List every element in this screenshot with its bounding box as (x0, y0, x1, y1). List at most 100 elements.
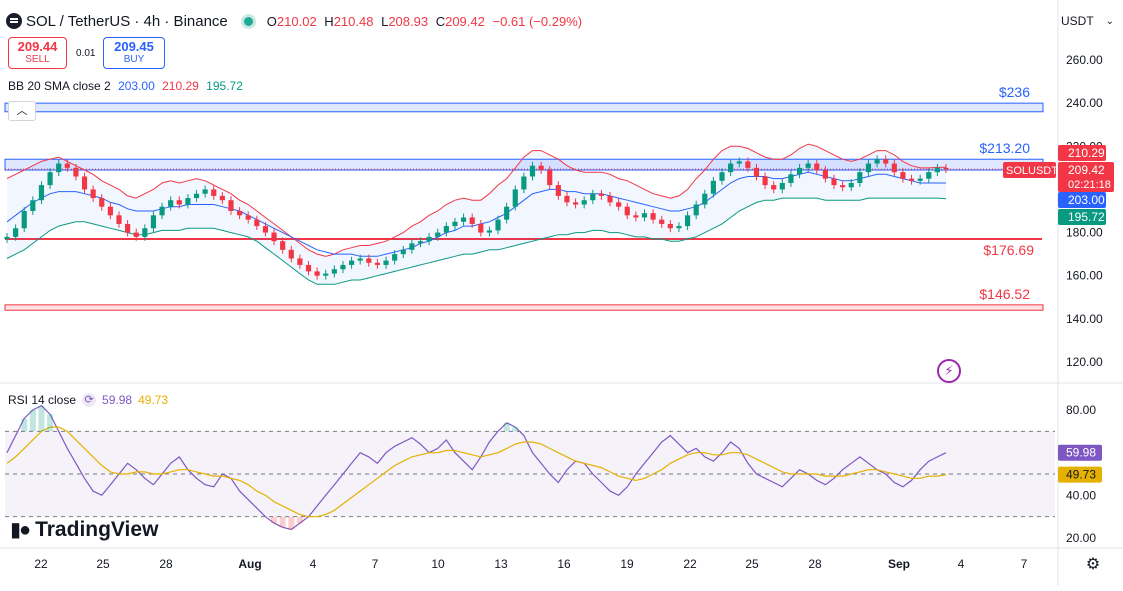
x-tick-label: 16 (557, 557, 571, 571)
sell-label: SELL (25, 54, 50, 65)
candle-body (159, 206, 165, 216)
candle-body (150, 215, 157, 229)
candle-body (641, 213, 648, 218)
candle-body (400, 249, 406, 255)
candle-body (814, 163, 820, 171)
candle-body (564, 195, 570, 203)
symbol-title[interactable]: SOL / TetherUS · 4h · Binance (26, 12, 228, 30)
candle-body (288, 249, 294, 259)
rsi-value: 59.98 (102, 393, 133, 407)
candle-body (753, 167, 760, 177)
candle-body (47, 172, 53, 186)
candle-body (883, 159, 889, 164)
rsi-legend[interactable]: RSI 14 close ⟳ 59.98 49.73 (8, 393, 168, 407)
x-tick-label: 25 (96, 557, 110, 571)
candle-body (435, 232, 441, 237)
candle-body (81, 176, 88, 190)
candle-body (547, 170, 553, 186)
rsi-legend-label: RSI 14 close (8, 393, 77, 407)
bb-basis-value: 203.00 (118, 79, 155, 93)
y-tick-label: 140.00 (1066, 312, 1103, 326)
candle-body (598, 193, 604, 196)
candle-body (822, 170, 828, 179)
bb-upper-line (6, 143, 947, 257)
candle-body (667, 223, 673, 229)
candle-body (176, 200, 182, 205)
candle-body (426, 236, 432, 242)
rsi-y-tick-label: 20.00 (1066, 531, 1096, 545)
candle-body (254, 219, 260, 227)
y-tick-label: 120.00 (1066, 355, 1103, 369)
x-tick-label: 7 (372, 557, 379, 571)
zone-label: $146.52 (979, 286, 1030, 302)
tradingview-logo[interactable]: ▮● TradingView (10, 517, 158, 542)
candle-body (417, 241, 424, 244)
candle-body (719, 172, 725, 181)
candle-body (857, 172, 863, 183)
bb-lower-line (6, 197, 947, 285)
candle-body (616, 202, 622, 207)
zone-label: $213.20 (979, 140, 1030, 156)
x-tick-label: 19 (620, 557, 634, 571)
y-tick-label: 160.00 (1066, 269, 1103, 283)
rsi-y-tick-label: 40.00 (1066, 488, 1096, 502)
candle-body (676, 226, 682, 229)
x-tick-label: 13 (494, 557, 508, 571)
buy-button[interactable]: 209.45 BUY (103, 37, 165, 69)
candle-body (478, 223, 484, 233)
zone-label: $236 (999, 84, 1030, 100)
candle-body (926, 172, 932, 179)
candle-body (521, 176, 527, 190)
rsi-ma-tag-bg (1058, 466, 1102, 483)
price-tag-bg (1058, 145, 1106, 161)
candle-body (633, 215, 639, 218)
candle-body (383, 260, 389, 265)
bb-legend[interactable]: BB 20 SMA close 2 203.00 210.29 195.72 (8, 79, 243, 93)
gear-icon[interactable]: ⚙ (1085, 556, 1101, 573)
x-tick-label: 4 (310, 557, 317, 571)
lightning-icon[interactable]: ⚡ (937, 359, 961, 383)
candle-body (607, 195, 613, 203)
candle-body (891, 163, 897, 173)
candle-body (271, 232, 277, 242)
candle-body (848, 182, 854, 188)
candle-body (142, 228, 148, 237)
candle-body (228, 200, 234, 211)
price-tag: 203.00 (1068, 193, 1105, 207)
x-tick-label: 22 (34, 557, 48, 571)
candle-body (865, 163, 872, 173)
collapse-chevron-up-icon[interactable]: ︿ (8, 101, 36, 121)
candle-body (943, 167, 949, 170)
rsi-ma-tag: 49.73 (1066, 468, 1096, 482)
candle-body (512, 189, 518, 207)
price-tag-bg (1058, 162, 1114, 192)
buy-label: BUY (123, 54, 145, 65)
candle-body (934, 167, 940, 173)
candle-body (788, 174, 794, 183)
currency-selector[interactable]: USDT ⌄ (1061, 10, 1119, 32)
candle-body (331, 269, 337, 274)
candle-body (684, 215, 691, 227)
candle-body (185, 198, 191, 205)
candle-body (4, 236, 10, 240)
change-readout: −0.61 (−0.29%) (492, 13, 583, 29)
brand-name: TradingView (35, 517, 159, 541)
candle-body (409, 243, 415, 250)
candle-body (99, 198, 105, 207)
solana-logo-icon (6, 13, 22, 29)
candle-body (908, 178, 915, 181)
candle-body (64, 163, 70, 168)
candle-body (90, 189, 96, 199)
bb-band-fill (7, 144, 946, 285)
bb-upper-value: 210.29 (162, 79, 199, 93)
candle-body (452, 221, 458, 227)
y-tick-label: 260.00 (1066, 53, 1103, 67)
x-tick-label: 7 (1021, 557, 1028, 571)
candle-body (116, 215, 122, 224)
candle-body (443, 226, 449, 233)
rsi-tag-bg (1058, 444, 1102, 461)
x-tick-label: 28 (808, 557, 822, 571)
sell-button[interactable]: 209.44 SELL (8, 37, 67, 69)
